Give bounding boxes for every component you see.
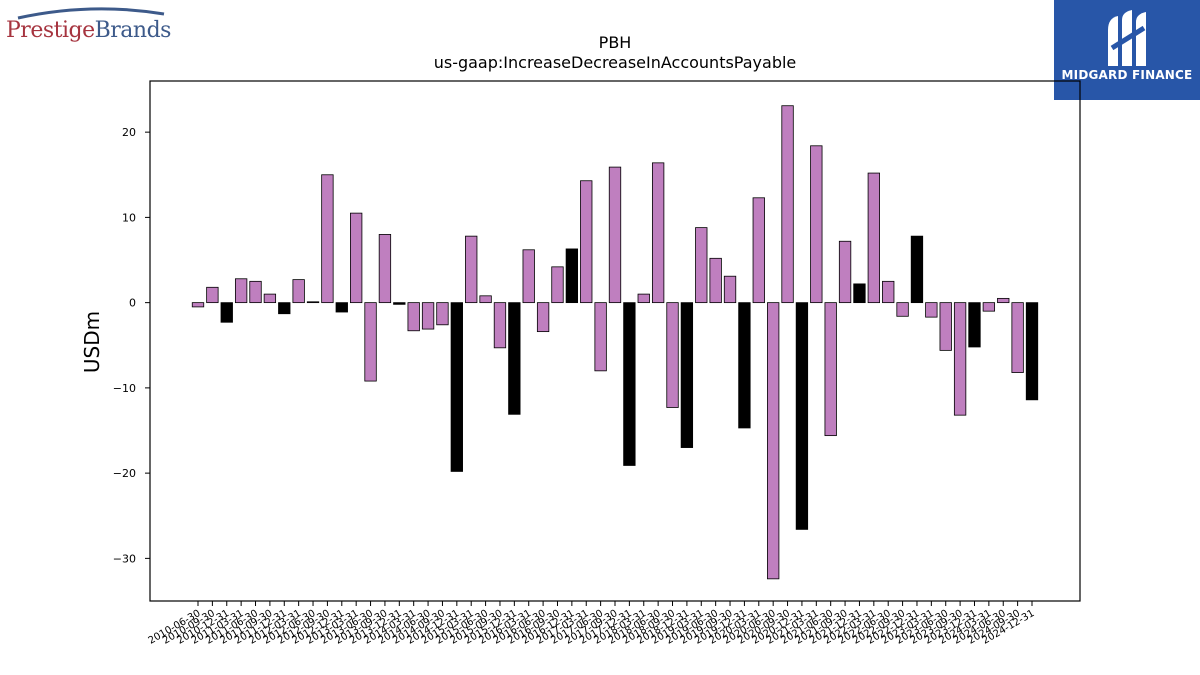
bar-2012-03-31 — [292, 279, 305, 304]
bar-2015-06-30 — [479, 295, 492, 304]
bar-2017-06-30 — [594, 302, 607, 372]
bar-2019-06-30 — [709, 257, 722, 304]
chart-title: PBH — [599, 33, 632, 52]
bar-2012-09-30 — [321, 174, 334, 304]
chart-subtitle: us-gaap:IncreaseDecreaseInAccountsPayabl… — [434, 53, 797, 72]
y-axis-label: USDm — [80, 311, 104, 373]
y-axis: −30 −20 −10 0 10 20 — [113, 126, 150, 565]
midgard-finance-logo: MIDGARD FINANCE — [1054, 0, 1200, 100]
bar-2011-12-31 — [278, 302, 291, 315]
bar-2021-03-31 — [810, 145, 823, 304]
bar-2010-06-30 — [191, 302, 205, 308]
bar-2019-12-31 — [738, 302, 751, 429]
logo-wordmark: PrestigeBrands — [6, 18, 171, 43]
bar-2021-09-30 — [838, 240, 852, 304]
bar-2011-03-31 — [234, 278, 248, 304]
bar-2019-03-31 — [695, 227, 708, 304]
midgard-finance-text: MIDGARD FINANCE — [1061, 68, 1193, 82]
bar-2016-09-30 — [551, 266, 564, 304]
bar-2022-06-30 — [882, 280, 895, 304]
midgard-mark-icon — [1108, 10, 1146, 66]
logo-text-prestige: Prestige — [6, 18, 95, 43]
logo-text-brands: Brands — [94, 18, 172, 43]
bar-2014-06-30 — [421, 302, 435, 330]
bar-2014-09-30 — [436, 302, 449, 326]
bar-2020-12-31 — [795, 302, 809, 530]
bar-2014-12-31 — [450, 302, 463, 472]
bar-2018-09-30 — [666, 302, 679, 408]
bar-2018-12-31 — [680, 302, 694, 448]
bar-2021-12-31 — [853, 283, 866, 304]
bar-2014-03-31 — [407, 302, 420, 332]
bar-2012-06-30 — [306, 301, 320, 304]
bar-2013-12-31 — [393, 302, 406, 305]
bar-2024-09-30 — [1011, 302, 1024, 373]
y-tick-label: −20 — [113, 467, 136, 480]
bar-2023-09-30 — [953, 302, 967, 416]
y-tick-label: −30 — [113, 552, 136, 565]
bar-2020-06-30 — [767, 302, 780, 580]
bar-2011-06-30 — [249, 280, 262, 304]
bar-2010-09-30 — [206, 286, 219, 304]
bar-2020-09-30 — [781, 105, 794, 304]
bar-2022-12-31 — [910, 235, 924, 304]
bar-2022-09-30 — [896, 302, 909, 317]
bar-2023-06-30 — [939, 302, 952, 351]
bar-2013-06-30 — [364, 302, 377, 382]
prestige-brands-logo: PrestigeBrands — [6, 6, 171, 46]
bar-2010-12-31 — [220, 302, 233, 323]
bar-2024-03-31 — [982, 302, 996, 312]
bar-2012-12-31 — [335, 302, 348, 313]
bar-2013-09-30 — [378, 234, 392, 304]
bar-2017-03-31 — [580, 180, 593, 304]
bar-2016-03-31 — [522, 249, 535, 304]
bar-2016-06-30 — [536, 302, 550, 333]
bar-2018-03-31 — [637, 293, 650, 304]
bar-2019-09-30 — [723, 275, 737, 304]
bars-group — [191, 105, 1039, 580]
bar-2013-03-31 — [350, 212, 363, 304]
bar-2015-09-30 — [493, 302, 507, 349]
bar-2023-03-31 — [925, 302, 938, 318]
bar-2015-12-31 — [508, 302, 521, 415]
logo-swoosh-icon — [17, 7, 165, 20]
plot-frame — [149, 80, 1081, 602]
bar-2015-03-31 — [465, 235, 478, 304]
y-tick-label: −10 — [113, 382, 136, 395]
bar-2024-12-31 — [1025, 302, 1039, 401]
bar-2017-12-31 — [623, 302, 636, 466]
bar-2016-12-31 — [565, 248, 579, 304]
bar-2020-03-31 — [752, 197, 765, 304]
y-tick-label: 0 — [129, 297, 136, 310]
bar-2011-09-30 — [263, 293, 277, 304]
bar-2024-06-30 — [997, 297, 1010, 304]
bar-2023-12-31 — [968, 302, 981, 348]
bar-2021-06-30 — [824, 302, 837, 437]
bar-2017-09-30 — [608, 166, 622, 304]
bar-2022-03-31 — [867, 172, 880, 304]
x-axis: 2010-06-302010-09-302010-12-312011-03-31… — [147, 601, 1037, 647]
y-tick-label: 20 — [122, 126, 136, 139]
bar-2018-06-30 — [651, 162, 665, 304]
y-tick-label: 10 — [122, 211, 136, 224]
